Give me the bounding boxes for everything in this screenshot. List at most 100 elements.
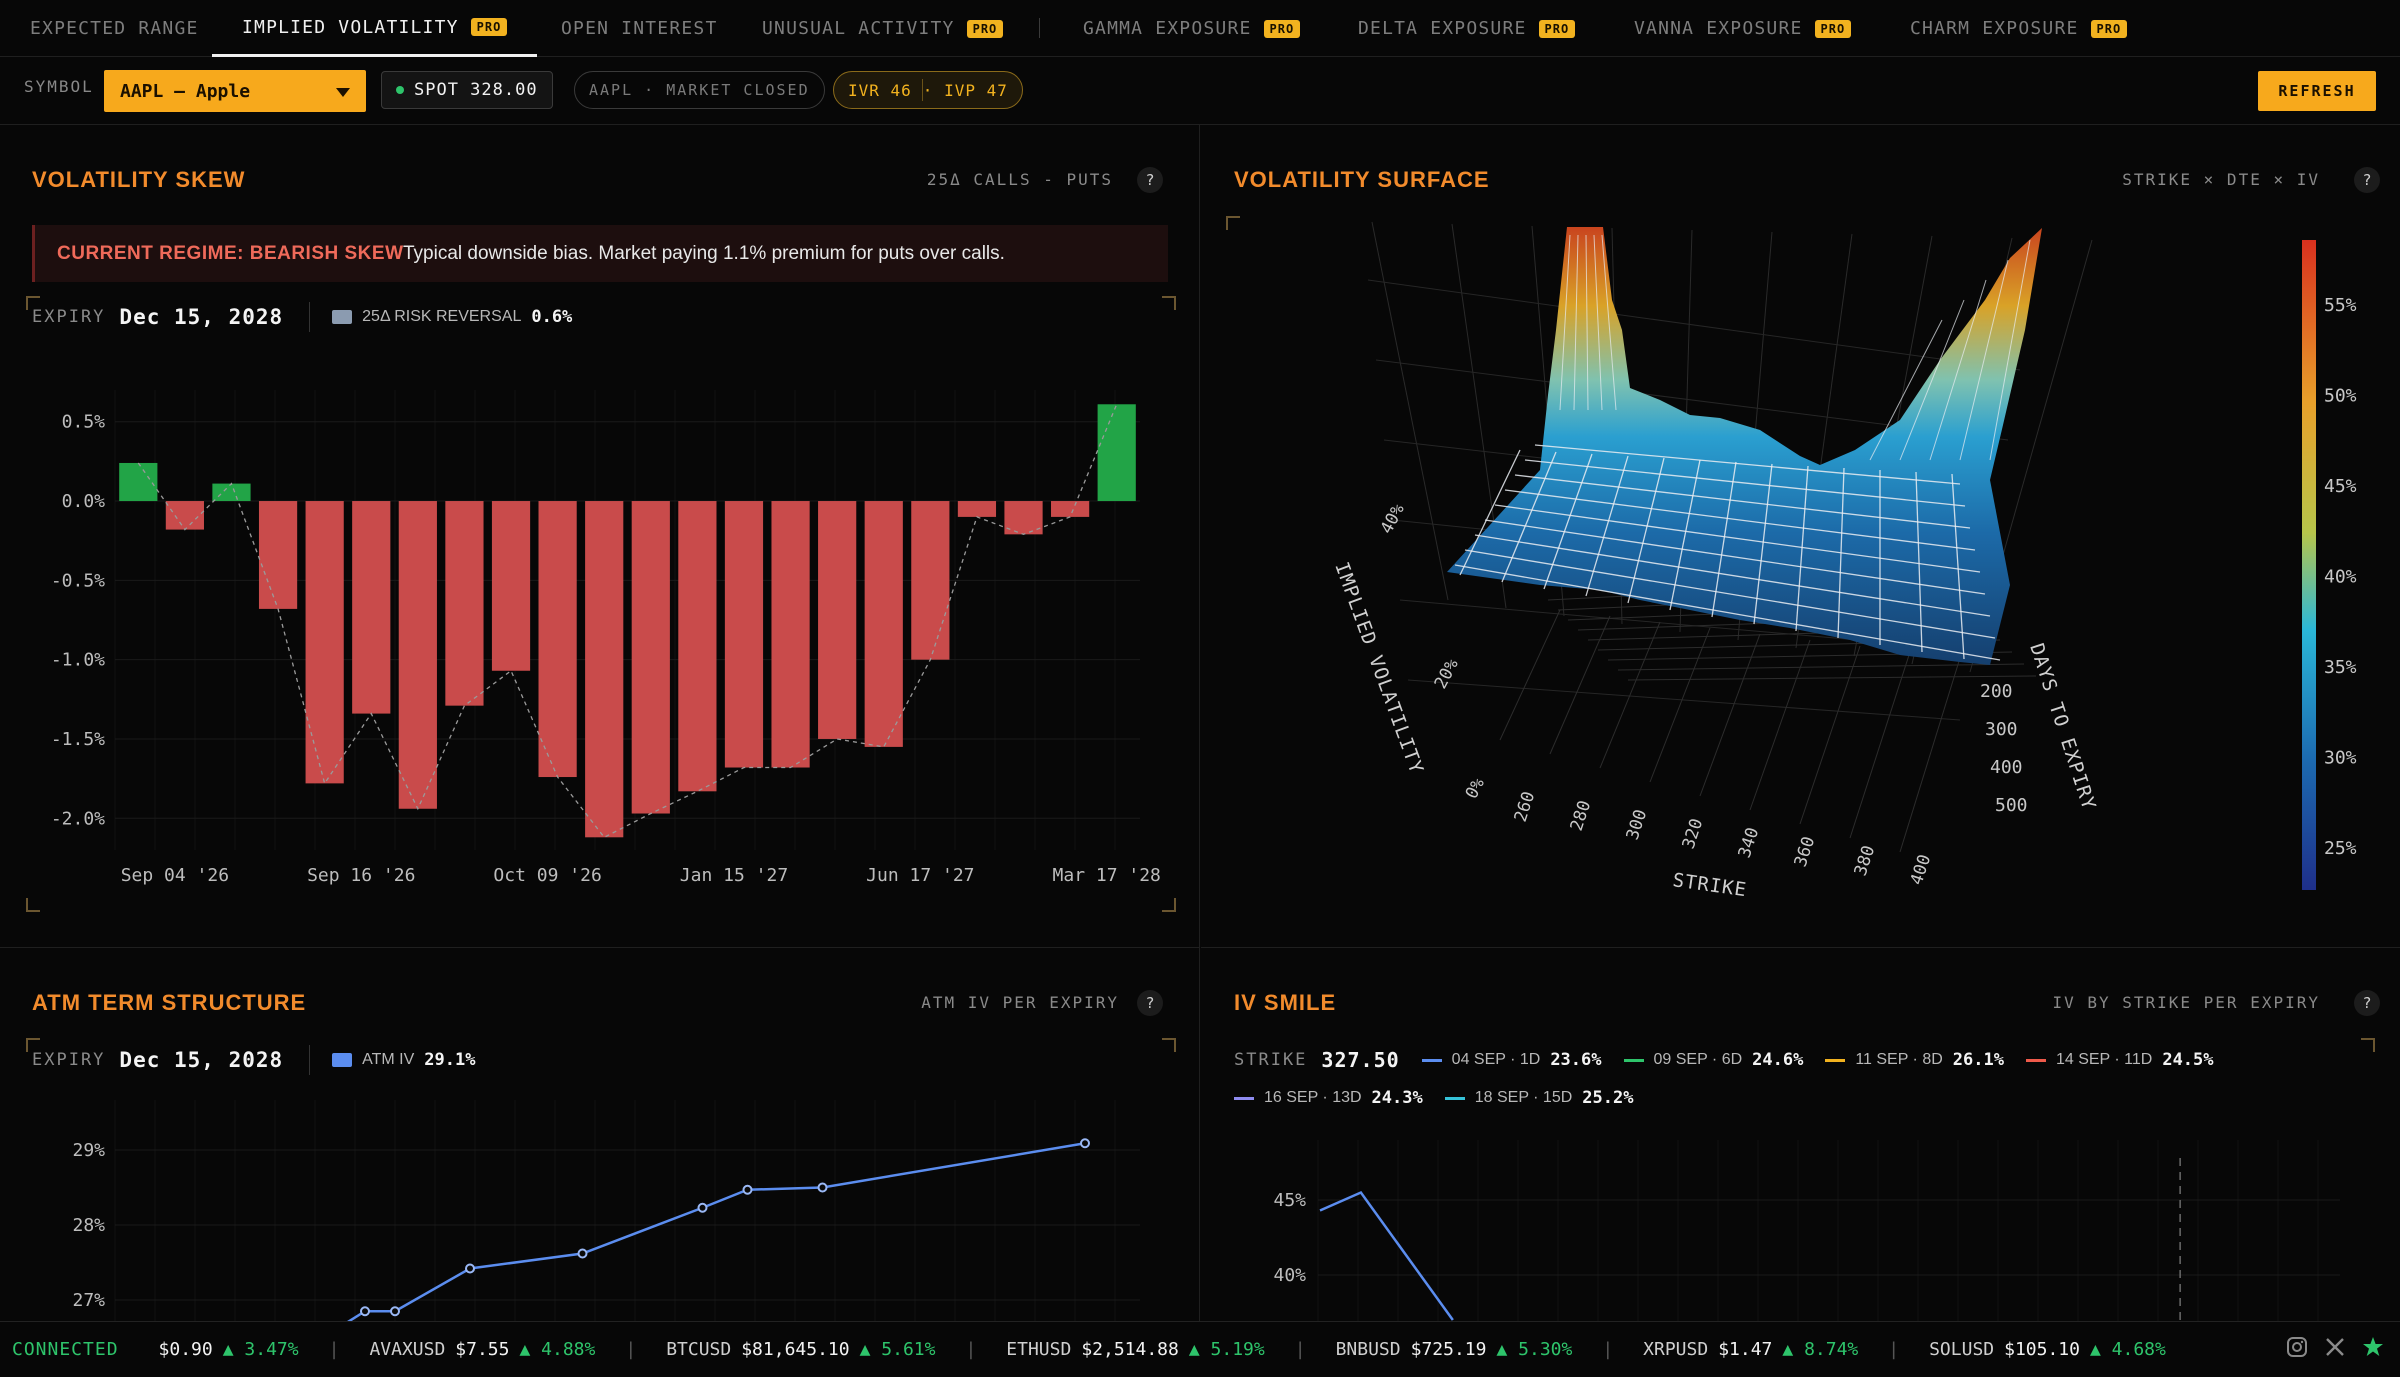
tab-unusual-activity[interactable]: UNUSUAL ACTIVITY PRO bbox=[732, 0, 1033, 57]
colorbar-tick: 30% bbox=[2324, 748, 2357, 769]
ticker-item[interactable]: BNBUSD $725.19 ▲ 5.30% | bbox=[1336, 1339, 1614, 1360]
tab-charm-exposure[interactable]: CHARM EXPOSURE PRO bbox=[1880, 0, 2157, 57]
frame-corner bbox=[26, 296, 40, 310]
y-tick-label: -1.5% bbox=[51, 729, 105, 750]
help-button[interactable]: ? bbox=[1137, 990, 1163, 1016]
surface-mesh-line bbox=[1534, 444, 1961, 485]
help-button[interactable]: ? bbox=[2354, 167, 2380, 193]
iv-smile-panel: IV SMILE IV BY STRIKE PER EXPIRY ? bbox=[1201, 948, 2400, 1321]
ticker-symbol: AVAXUSD bbox=[369, 1339, 446, 1360]
atm-iv-label: ATM IV bbox=[362, 1051, 415, 1068]
tab-delta-exposure[interactable]: DELTA EXPOSURE PRO bbox=[1328, 0, 1605, 57]
expiry-value[interactable]: Dec 15, 2028 bbox=[119, 305, 284, 329]
refresh-button[interactable]: REFRESH bbox=[2258, 71, 2376, 111]
y-tick-label: 29% bbox=[72, 1140, 105, 1161]
tab-label: CHARM EXPOSURE bbox=[1910, 18, 2079, 39]
toolbar: SYMBOL AAPL — Apple SPOT 328.00 AAPL · M… bbox=[0, 57, 2400, 125]
dte-axis-tick: 300 bbox=[1985, 719, 2018, 740]
skew-bar bbox=[445, 501, 484, 706]
ticker-change: ▲ 8.74% bbox=[1782, 1339, 1859, 1360]
term-point bbox=[360, 1306, 370, 1317]
ticker-separator: | bbox=[1602, 1339, 1614, 1360]
tab-expected-range[interactable]: EXPECTED RANGE bbox=[0, 0, 229, 57]
ticker-items: $0.90 ▲ 3.47% | AVAXUSD $7.55 ▲ 4.88% | BTCUSD $… bbox=[159, 1339, 2196, 1360]
help-button[interactable]: ? bbox=[1137, 167, 1163, 193]
expiry-value[interactable]: Dec 15, 2028 bbox=[119, 1048, 284, 1072]
surface-mesh-line bbox=[1585, 234, 1589, 411]
tab-open-interest[interactable]: OPEN INTEREST bbox=[531, 0, 747, 57]
legend-value: 24.5% bbox=[2162, 1050, 2214, 1070]
strike-label: STRIKE bbox=[1234, 1050, 1308, 1070]
legend-value: 24.3% bbox=[1371, 1088, 1423, 1108]
colorbar bbox=[2302, 240, 2316, 890]
help-button[interactable]: ? bbox=[2354, 990, 2380, 1016]
frame-corner bbox=[1162, 296, 1176, 310]
strike-axis-tick: 280 bbox=[1567, 798, 1596, 833]
ticker-price: $0.90 bbox=[158, 1339, 213, 1360]
surface-floor-line bbox=[1849, 651, 1911, 839]
regime-title: CURRENT REGIME: BEARISH SKEW bbox=[57, 243, 404, 264]
symbol-select-value: AAPL — Apple bbox=[120, 81, 251, 102]
ticker-separator: | bbox=[328, 1339, 340, 1360]
surface-floor-line bbox=[1599, 621, 1661, 769]
surface-mesh-line bbox=[1501, 451, 1557, 583]
panel-title: VOLATILITY SURFACE bbox=[1234, 167, 1490, 192]
spot-price-pill: SPOT 328.00 bbox=[381, 71, 553, 109]
tab-implied-volatility[interactable]: IMPLIED VOLATILITY PRO bbox=[212, 0, 538, 57]
strike-axis-tick: 300 bbox=[1623, 807, 1652, 842]
surface-mesh-line bbox=[1474, 534, 1991, 617]
legend-line bbox=[2025, 1058, 2046, 1062]
volatility-skew-panel: VOLATILITY SKEW 25Δ CALLS - PUTS ? bbox=[0, 125, 1200, 948]
colorbar-tick: 25% bbox=[2324, 838, 2357, 859]
star-icon[interactable] bbox=[2362, 1336, 2384, 1358]
surface-mesh-line bbox=[1989, 239, 2031, 461]
legend-line bbox=[1421, 1058, 1442, 1062]
term-point bbox=[465, 1263, 475, 1274]
tab-gamma-exposure[interactable]: GAMMA EXPOSURE PRO bbox=[1053, 0, 1330, 57]
ticker-item[interactable]: $0.90 ▲ 3.47% | bbox=[159, 1339, 340, 1360]
smile-legend-item[interactable]: 04 SEP · 1D 23.6% bbox=[1421, 1050, 1602, 1070]
symbol-select[interactable]: AAPL — Apple bbox=[104, 70, 366, 112]
smile-legend-item[interactable]: 18 SEP · 15D 25.2% bbox=[1444, 1088, 1633, 1108]
skew-meta-row: EXPIRY Dec 15, 2028 25Δ RISK REVERSAL 0.… bbox=[32, 302, 594, 332]
skew-bar bbox=[631, 501, 670, 814]
smile-legend-item[interactable]: 09 SEP · 6D 24.6% bbox=[1623, 1050, 1803, 1070]
x-icon[interactable] bbox=[2324, 1336, 2346, 1358]
smile-legend-item[interactable]: 14 SEP · 11D 24.5% bbox=[2025, 1050, 2214, 1070]
ticker-item[interactable]: AVAXUSD $7.55 ▲ 4.88% | bbox=[369, 1339, 636, 1360]
y-tick-label: 0.0% bbox=[62, 491, 106, 512]
legend-value: 23.6% bbox=[1550, 1050, 1602, 1070]
tab-label: UNUSUAL ACTIVITY bbox=[762, 18, 955, 39]
panel-title: ATM TERM STRUCTURE bbox=[32, 990, 307, 1015]
term-point bbox=[817, 1182, 828, 1193]
skew-bar-chart: 0.5% 0.0% -0.5% -1.0% -1.5% -2.0% Sep 04 '26 Se… bbox=[51, 390, 1161, 886]
panel-title: VOLATILITY SKEW bbox=[32, 167, 246, 192]
pill-divider bbox=[921, 79, 923, 101]
x-tick-label: Jun 17 '27 bbox=[866, 865, 974, 886]
ticker-item[interactable]: XRPUSD $1.47 ▲ 8.74% | bbox=[1643, 1339, 1899, 1360]
ticker-price: $105.10 bbox=[2004, 1339, 2080, 1360]
tab-vanna-exposure[interactable]: VANNA EXPOSURE PRO bbox=[1604, 0, 1881, 57]
smile-legend-item[interactable]: 16 SEP · 13D 24.3% bbox=[1234, 1088, 1423, 1108]
surface-floor-line bbox=[1699, 633, 1761, 797]
surface-mesh-line bbox=[1869, 319, 1943, 461]
skew-bar bbox=[724, 501, 764, 768]
instagram-icon[interactable] bbox=[2286, 1336, 2308, 1358]
colorbar-tick: 40% bbox=[2324, 567, 2357, 588]
ticker-symbol: ETHUSD bbox=[1006, 1339, 1072, 1360]
legend-line bbox=[1234, 1096, 1254, 1100]
ticker-item[interactable]: BTCUSD $81,645.10 ▲ 5.61% | bbox=[666, 1339, 976, 1360]
ticker-change: ▲ 5.30% bbox=[1496, 1339, 1573, 1360]
skew-bar bbox=[119, 462, 158, 502]
iv-smile-line-chart: 45% 40% bbox=[1273, 1140, 2340, 1321]
ticker-change: ▲ 4.68% bbox=[2089, 1339, 2166, 1360]
ticker-item[interactable]: SOLUSD $105.10 ▲ 4.68% bbox=[1929, 1339, 2166, 1360]
tab-label: VANNA EXPOSURE bbox=[1634, 18, 1803, 39]
skew-bar bbox=[957, 501, 997, 517]
ticker-symbol: BNBUSD bbox=[1335, 1339, 1401, 1360]
iv-percentile: · IVP 47 bbox=[922, 80, 1008, 100]
frame-corner bbox=[2361, 1038, 2375, 1052]
legend-line bbox=[1444, 1096, 1465, 1100]
ticker-item[interactable]: ETHUSD $2,514.88 ▲ 5.19% | bbox=[1006, 1339, 1305, 1360]
smile-legend-item[interactable]: 11 SEP · 8D 26.1% bbox=[1825, 1050, 2004, 1070]
